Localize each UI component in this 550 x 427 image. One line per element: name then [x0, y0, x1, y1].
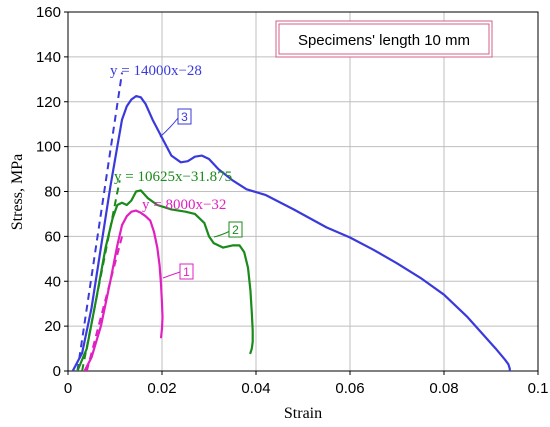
y-tick-label: 0 [53, 363, 61, 380]
y-tick-labels: 0 20 40 60 80 100 120 140 160 [36, 4, 68, 380]
x-tick-label: 0.1 [528, 380, 549, 397]
x-tick-label: 0.06 [335, 380, 364, 397]
x-axis-label: Strain [284, 405, 322, 422]
x-tick-label: 0 [64, 380, 72, 397]
series-3-label: 3 [181, 110, 188, 124]
series-2-callout: 2 [213, 221, 243, 238]
y-tick-label: 40 [44, 273, 61, 290]
series-1-label: 1 [183, 265, 190, 279]
x-tick-label: 0.04 [241, 380, 270, 397]
y-tick-label: 160 [36, 4, 61, 21]
trendline-equation-3: y = 14000x−28 [110, 63, 202, 79]
chart-title: Specimens' length 10 mm [298, 32, 470, 49]
y-tick-label: 60 [44, 228, 61, 245]
y-tick-label: 140 [36, 49, 61, 66]
data-series [71, 95, 511, 371]
chart-title-box: Specimens' length 10 mm [275, 20, 493, 58]
series-line-3 [71, 95, 511, 371]
series-line-2 [76, 189, 254, 371]
trendline-1 [76, 72, 124, 371]
series-3-callout: 3 [159, 108, 192, 138]
y-tick-label: 20 [44, 318, 61, 335]
x-tick-label: 0.08 [429, 380, 458, 397]
trendline-equation-1: y = 8000x−32 [142, 197, 226, 213]
y-tick-label: 80 [44, 184, 61, 201]
series-1-callout: 1 [162, 263, 194, 280]
grid-lines [68, 12, 538, 371]
trendline-equation-2: y = 10625x−31.875 [114, 169, 232, 185]
x-tick-label: 0.02 [147, 380, 176, 397]
y-tick-label: 100 [36, 139, 61, 156]
y-axis-label: Stress, MPa [9, 154, 26, 230]
x-tick-labels: 0 0.02 0.04 0.06 0.08 0.1 [64, 371, 549, 397]
series-2-label: 2 [232, 223, 239, 237]
y-tick-label: 120 [36, 94, 61, 111]
series-line-1 [83, 209, 164, 371]
